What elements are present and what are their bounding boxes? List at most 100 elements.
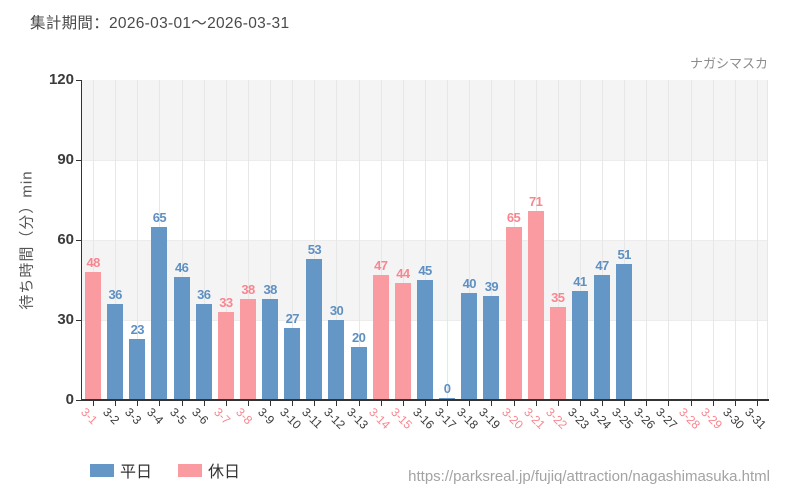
x-tick-3-12	[336, 401, 338, 406]
x-label-3-26: 3-26	[631, 405, 659, 432]
x-label-3-3: 3-3	[122, 405, 145, 428]
v-gridline-3-23	[579, 80, 581, 400]
v-gridline-3-13	[358, 80, 360, 400]
x-label-3-27: 3-27	[653, 405, 681, 432]
x-tick-3-8	[247, 401, 249, 406]
attraction-name-label: ナガシマスカ	[689, 56, 768, 71]
bar-value-3-5: 46	[174, 260, 189, 276]
bar-3-22	[549, 306, 566, 400]
y-tick-label-30: 30	[57, 311, 74, 328]
v-gridline-3-19	[491, 80, 493, 400]
x-label-3-30: 3-30	[719, 405, 747, 432]
bar-3-4	[151, 226, 168, 400]
x-tick-3-21	[535, 401, 537, 406]
x-tick-3-31	[756, 401, 758, 406]
y-tick-30	[76, 320, 82, 321]
chart-legend: 平日 休日	[90, 458, 240, 482]
x-tick-3-23	[579, 401, 581, 406]
x-label-3-8: 3-8	[233, 405, 256, 428]
bar-3-18	[461, 293, 478, 400]
x-label-3-23: 3-23	[564, 405, 592, 432]
v-gridline-3-5	[181, 80, 183, 400]
v-gridline-3-10	[292, 80, 294, 400]
v-gridline-3-1	[93, 80, 95, 400]
bar-3-20	[505, 226, 522, 400]
bar-value-3-21: 71	[529, 193, 543, 209]
v-gridline-3-11	[314, 80, 316, 400]
bar-3-19	[483, 296, 500, 400]
x-label-3-18: 3-18	[454, 405, 482, 432]
x-tick-3-28	[690, 401, 692, 406]
x-tick-3-11	[314, 401, 316, 406]
x-label-3-11: 3-11	[299, 405, 326, 432]
plot-right-border	[767, 80, 768, 400]
v-gridline-3-12	[336, 80, 338, 400]
bar-value-3-17: 0	[443, 381, 451, 396]
v-gridline-3-14	[380, 80, 382, 400]
bar-value-3-2: 36	[108, 287, 123, 302]
bar-value-3-7: 33	[219, 295, 233, 310]
x-label-3-24: 3-24	[587, 405, 615, 432]
bar-value-3-8: 38	[241, 281, 255, 297]
y-tick-label-0: 0	[65, 391, 74, 408]
holiday-swatch	[178, 463, 203, 477]
x-label-3-9: 3-9	[255, 405, 278, 428]
v-gridline-3-18	[469, 80, 471, 400]
x-tick-3-16	[425, 401, 426, 406]
bar-3-16	[417, 280, 433, 400]
x-label-3-29: 3-29	[697, 405, 725, 432]
x-tick-3-26	[646, 401, 648, 406]
v-gridline-3-17	[447, 80, 449, 400]
x-label-3-14: 3-14	[365, 405, 393, 432]
v-gridline-3-2	[115, 80, 117, 400]
v-gridline-3-26	[646, 80, 648, 400]
y-tick-label-90: 90	[57, 151, 74, 168]
y-tick-90	[76, 160, 82, 161]
v-gridline-3-9	[270, 80, 272, 400]
x-label-3-7: 3-7	[210, 405, 234, 428]
x-label-3-16: 3-16	[410, 405, 437, 432]
v-gridline-3-6	[203, 80, 205, 400]
y-tick-120	[76, 80, 82, 81]
bar-3-5	[173, 277, 190, 400]
bar-value-3-25: 51	[617, 247, 632, 262]
bar-3-25	[616, 264, 633, 400]
x-tick-3-25	[624, 401, 626, 406]
x-label-3-5: 3-5	[166, 405, 189, 428]
x-label-3-10: 3-10	[277, 405, 305, 432]
x-tick-3-1	[93, 401, 95, 406]
bar-value-3-22: 35	[551, 289, 565, 305]
v-gridline-3-30	[734, 80, 736, 400]
v-gridline-3-31	[756, 80, 758, 400]
x-tick-3-6	[203, 401, 205, 406]
x-tick-3-5	[181, 401, 183, 406]
x-tick-3-13	[358, 401, 360, 406]
x-label-3-22: 3-22	[542, 405, 570, 432]
bar-value-3-3: 23	[130, 321, 145, 337]
bar-value-3-12: 30	[329, 303, 344, 318]
page-title: 集計期間：2026-03-01～2026-03-31	[30, 15, 290, 32]
x-tick-3-14	[380, 401, 382, 406]
x-tick-3-10	[292, 401, 294, 406]
bar-3-7	[217, 312, 234, 400]
x-tick-3-29	[712, 401, 714, 406]
x-label-3-1: 3-1	[78, 405, 101, 428]
x-label-3-12: 3-12	[321, 405, 349, 432]
x-tick-3-30	[734, 401, 736, 406]
v-gridline-3-25	[624, 80, 626, 400]
bar-3-6	[195, 304, 212, 400]
bar-value-3-19: 39	[484, 279, 499, 294]
bar-3-11	[306, 258, 323, 400]
x-label-3-31: 3-31	[742, 405, 769, 432]
legend-label-holiday: 休日	[208, 464, 241, 481]
bar-chart: 48 36 23 65 46 36 33 38 38 27 53 30 20 47 44 45 0 40 39 65 7…	[49, 71, 769, 432]
bar-value-3-4: 65	[152, 209, 167, 225]
x-tick-3-4	[159, 401, 161, 406]
v-gridline-3-15	[402, 80, 404, 400]
x-label-3-6: 3-6	[188, 405, 211, 428]
weekday-swatch	[90, 463, 114, 477]
bar-value-3-13: 20	[351, 329, 366, 345]
x-label-3-28: 3-28	[675, 405, 703, 432]
bar-value-3-9: 38	[263, 281, 277, 297]
legend-item-holiday: 休日	[178, 458, 240, 482]
